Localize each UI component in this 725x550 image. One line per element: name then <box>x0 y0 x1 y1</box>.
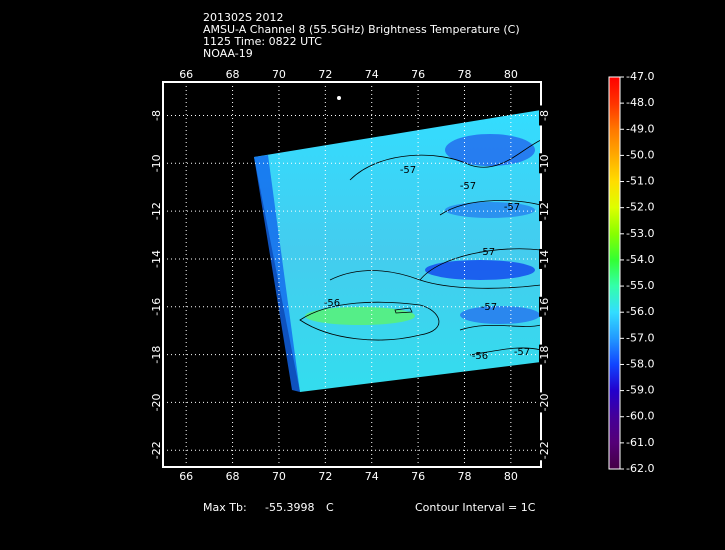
header-line: 201302S 2012 <box>203 11 283 24</box>
cold-patch <box>460 306 540 324</box>
contour-label: -57 <box>400 165 416 176</box>
y-tick-box <box>539 248 549 269</box>
contour <box>439 200 542 216</box>
colorbar-label: -50.0 <box>626 148 654 161</box>
y-tick-label: -16 <box>150 298 163 316</box>
header: 201302S 2012 AMSU-A Channel 8 (55.5GHz) … <box>203 11 520 60</box>
cold-patch <box>425 260 535 280</box>
colorbar <box>608 76 621 470</box>
contour-label: -57 <box>481 302 497 313</box>
warm-patch <box>305 307 415 325</box>
contour <box>394 307 413 314</box>
map-frame <box>162 81 542 468</box>
colorbar-label: -49.0 <box>626 122 654 135</box>
x-tick-label: 76 <box>411 470 425 483</box>
x-tick-label: 66 <box>179 470 193 483</box>
contour-label: -57 <box>504 202 520 213</box>
x-tick-label: 74 <box>365 470 379 483</box>
colorbar-label: -59.0 <box>626 384 654 397</box>
colorbar-label: -48.0 <box>626 96 654 109</box>
x-tick-label: 66 <box>179 68 193 81</box>
colorbar-label: -52.0 <box>626 201 654 214</box>
y-tick-label: -10 <box>538 154 551 172</box>
y-tick-label: -18 <box>150 346 163 364</box>
colorbar-label: -51.0 <box>626 175 654 188</box>
contour-label: -57 <box>479 247 495 258</box>
contour <box>349 139 542 181</box>
y-tick-box <box>539 153 549 174</box>
y-tick-label: -12 <box>538 202 551 220</box>
x-tick-label: 80 <box>504 68 518 81</box>
colorbar-label: -53.0 <box>626 227 654 240</box>
colorbar-label: -54.0 <box>626 253 654 266</box>
y-tick-label: -8 <box>150 110 163 121</box>
colorbar-label: -56.0 <box>626 305 654 318</box>
x-tick-label: 70 <box>272 470 286 483</box>
y-tick-box <box>539 296 549 317</box>
y-tick-label: -20 <box>150 393 163 411</box>
colorbar-label: -55.0 <box>626 279 654 292</box>
x-tick-label: 68 <box>226 68 240 81</box>
contour <box>459 324 542 356</box>
y-tick-label: -14 <box>150 250 163 268</box>
x-tick-label: 74 <box>365 68 379 81</box>
marker <box>337 96 341 100</box>
footer: Max Tb: -55.3998 C Contour Interval = 1C <box>203 501 536 514</box>
colorbar-label: -62.0 <box>626 462 654 475</box>
contour-label: -56 <box>324 298 340 309</box>
contour-interval: Contour Interval = 1C <box>415 501 536 514</box>
x-tick-label: 78 <box>457 470 471 483</box>
contour <box>299 301 440 341</box>
y-tick-box <box>539 440 549 461</box>
cold-patch <box>445 134 535 166</box>
x-tick-label: 78 <box>457 68 471 81</box>
x-tick-label: 72 <box>318 68 332 81</box>
y-tick-box <box>539 344 549 365</box>
y-tick-label: -22 <box>150 441 163 459</box>
colorbar-label: -61.0 <box>626 436 654 449</box>
y-tick-label: -8 <box>538 110 551 121</box>
max-label: Max Tb: <box>203 501 247 514</box>
y-tick-label: -18 <box>538 346 551 364</box>
x-tick-label: 76 <box>411 68 425 81</box>
colorbar-label: -47.0 <box>626 70 654 83</box>
max-unit: C <box>326 501 334 514</box>
y-tick-label: -14 <box>538 250 551 268</box>
x-tick-label: 68 <box>226 470 240 483</box>
contour-label: -56 <box>472 351 488 362</box>
cold-patch <box>445 202 535 218</box>
swath <box>254 110 542 392</box>
header-line: NOAA-19 <box>203 47 253 60</box>
x-tick-label: 80 <box>504 470 518 483</box>
y-tick-box <box>539 201 549 222</box>
max-value: -55.3998 <box>265 501 314 514</box>
y-tick-box <box>539 105 549 126</box>
y-tick-label: -12 <box>150 202 163 220</box>
x-tick-label: 70 <box>272 68 286 81</box>
colorbar-label: -60.0 <box>626 410 654 423</box>
colorbar-label: -57.0 <box>626 331 654 344</box>
contour-label: -57 <box>514 347 530 358</box>
y-tick-label: -16 <box>538 298 551 316</box>
y-tick-label: -22 <box>538 441 551 459</box>
colorbar-label: -58.0 <box>626 357 654 370</box>
contour-label: -57 <box>460 181 476 192</box>
header-line: AMSU-A Channel 8 (55.5GHz) Brightness Te… <box>203 23 520 36</box>
x-tick-label: 72 <box>318 470 332 483</box>
swath-edge <box>254 155 300 392</box>
y-tick-label: -10 <box>150 154 163 172</box>
contour <box>329 270 421 281</box>
y-tick-box <box>539 392 549 413</box>
header-line: 1125 Time: 0822 UTC <box>203 35 322 48</box>
y-tick-label: -20 <box>538 393 551 411</box>
contour <box>419 248 542 289</box>
